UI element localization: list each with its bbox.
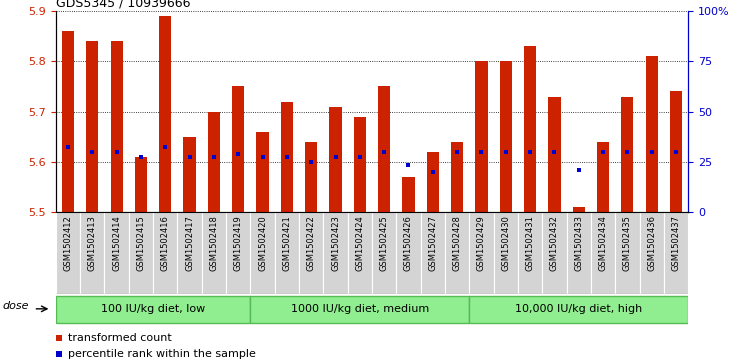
Bar — [420, 212, 445, 294]
Bar — [202, 212, 226, 294]
Bar — [397, 212, 420, 294]
Bar — [104, 212, 129, 294]
Text: GSM1502421: GSM1502421 — [283, 215, 292, 270]
Bar — [591, 212, 615, 294]
Bar — [56, 212, 80, 294]
Text: GSM1502413: GSM1502413 — [88, 215, 97, 271]
Bar — [646, 56, 658, 212]
Bar — [251, 212, 275, 294]
Bar — [469, 295, 688, 323]
Bar — [305, 142, 317, 212]
Bar — [347, 212, 372, 294]
Bar — [184, 137, 196, 212]
Bar — [80, 212, 104, 294]
Bar — [597, 142, 609, 212]
Bar — [372, 212, 397, 294]
Bar — [542, 212, 567, 294]
Bar — [427, 152, 439, 212]
Bar — [86, 41, 98, 212]
Bar — [226, 212, 251, 294]
Bar — [548, 97, 560, 212]
Text: GSM1502437: GSM1502437 — [672, 215, 681, 271]
Bar — [324, 212, 347, 294]
Bar — [159, 16, 171, 212]
Text: GSM1502417: GSM1502417 — [185, 215, 194, 271]
Text: 10,000 IU/kg diet, high: 10,000 IU/kg diet, high — [515, 304, 642, 314]
Text: GSM1502435: GSM1502435 — [623, 215, 632, 271]
Bar — [62, 31, 74, 212]
Bar — [111, 41, 123, 212]
Bar — [469, 212, 493, 294]
Text: GSM1502414: GSM1502414 — [112, 215, 121, 270]
Text: GSM1502436: GSM1502436 — [647, 215, 656, 271]
Bar — [493, 212, 518, 294]
Text: GSM1502425: GSM1502425 — [379, 215, 388, 270]
Bar — [500, 61, 512, 212]
Bar — [232, 86, 244, 212]
Text: GSM1502415: GSM1502415 — [136, 215, 145, 270]
Bar — [330, 107, 341, 212]
Text: dose: dose — [3, 301, 29, 311]
Text: transformed count: transformed count — [68, 333, 172, 343]
Bar — [615, 212, 640, 294]
Bar — [177, 212, 202, 294]
Text: GSM1502423: GSM1502423 — [331, 215, 340, 271]
Bar — [518, 212, 542, 294]
Bar — [280, 102, 293, 212]
Text: GSM1502429: GSM1502429 — [477, 215, 486, 270]
Text: GSM1502426: GSM1502426 — [404, 215, 413, 271]
Bar — [445, 212, 469, 294]
Text: GSM1502432: GSM1502432 — [550, 215, 559, 271]
Bar — [524, 46, 536, 212]
Text: GSM1502419: GSM1502419 — [234, 215, 243, 270]
Text: GSM1502420: GSM1502420 — [258, 215, 267, 270]
Bar — [353, 117, 366, 212]
Text: percentile rank within the sample: percentile rank within the sample — [68, 349, 257, 359]
Bar — [640, 212, 664, 294]
Bar — [573, 207, 585, 212]
Bar — [451, 142, 464, 212]
Bar — [275, 212, 299, 294]
Text: GSM1502422: GSM1502422 — [307, 215, 315, 270]
Bar — [475, 61, 487, 212]
Bar — [257, 132, 269, 212]
Text: GSM1502431: GSM1502431 — [525, 215, 535, 271]
Bar — [208, 112, 220, 212]
Text: GSM1502412: GSM1502412 — [63, 215, 72, 270]
Bar — [135, 157, 147, 212]
Bar — [129, 212, 153, 294]
Bar — [299, 212, 324, 294]
Text: 1000 IU/kg diet, medium: 1000 IU/kg diet, medium — [291, 304, 429, 314]
Bar — [567, 212, 591, 294]
Text: GSM1502433: GSM1502433 — [574, 215, 583, 271]
Bar — [378, 86, 391, 212]
Bar — [621, 97, 633, 212]
Text: GDS5345 / 10939666: GDS5345 / 10939666 — [56, 0, 190, 10]
Text: GSM1502428: GSM1502428 — [452, 215, 461, 271]
Bar — [153, 212, 177, 294]
Bar — [670, 91, 682, 212]
Text: GSM1502424: GSM1502424 — [356, 215, 365, 270]
Bar — [664, 212, 688, 294]
Text: 100 IU/kg diet, low: 100 IU/kg diet, low — [101, 304, 205, 314]
Text: GSM1502416: GSM1502416 — [161, 215, 170, 271]
Bar — [251, 295, 469, 323]
Text: GSM1502427: GSM1502427 — [429, 215, 437, 271]
Bar — [403, 177, 414, 212]
Bar — [56, 295, 251, 323]
Text: GSM1502430: GSM1502430 — [501, 215, 510, 271]
Text: GSM1502418: GSM1502418 — [209, 215, 219, 271]
Text: GSM1502434: GSM1502434 — [599, 215, 608, 271]
